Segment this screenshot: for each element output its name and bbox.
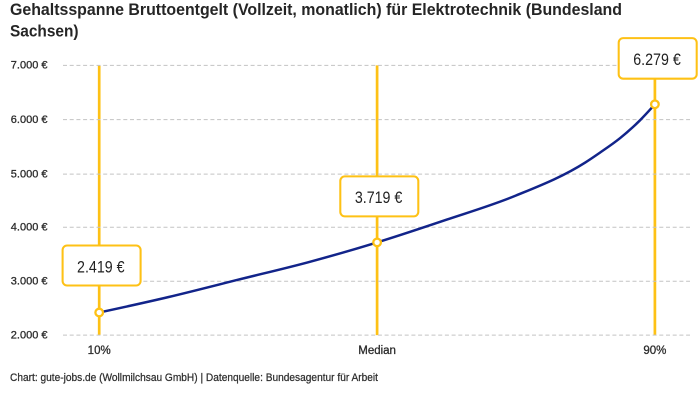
svg-text:3.719 €: 3.719 € <box>355 188 403 207</box>
svg-text:6.000 €: 6.000 € <box>11 114 48 126</box>
svg-text:90%: 90% <box>643 345 666 357</box>
svg-text:5.000 €: 5.000 € <box>11 168 48 180</box>
svg-text:7.000 €: 7.000 € <box>11 60 48 72</box>
svg-text:Chart: gute-jobs.de (Wollmilch: Chart: gute-jobs.de (Wollmilchsau GmbH) … <box>10 372 378 384</box>
svg-text:Gehaltsspanne Bruttoentgelt (V: Gehaltsspanne Bruttoentgelt (Vollzeit, m… <box>10 0 622 19</box>
svg-text:3.000 €: 3.000 € <box>11 275 48 287</box>
svg-text:4.000 €: 4.000 € <box>11 221 48 233</box>
svg-text:6.279 €: 6.279 € <box>633 50 681 69</box>
svg-text:Median: Median <box>358 345 396 357</box>
svg-text:2.000 €: 2.000 € <box>11 329 48 341</box>
svg-text:Sachsen): Sachsen) <box>10 21 79 40</box>
svg-text:10%: 10% <box>88 345 111 357</box>
svg-text:2.419 €: 2.419 € <box>77 257 125 276</box>
